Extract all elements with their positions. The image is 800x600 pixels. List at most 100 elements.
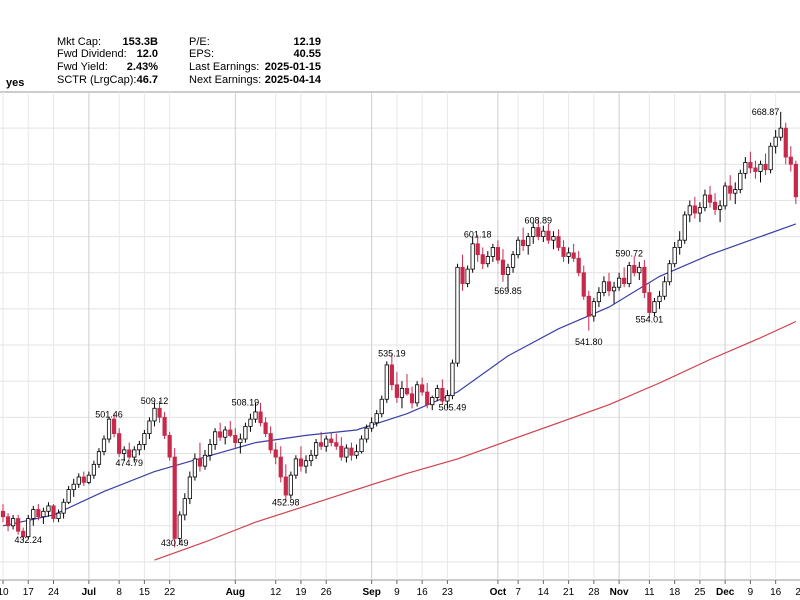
candle-body-down [404, 388, 410, 395]
candle-body-up [591, 301, 596, 317]
candle-body-up [697, 207, 703, 214]
candle-body-up [687, 205, 692, 216]
candle-body-up [308, 454, 314, 462]
candle-body-up [101, 438, 107, 453]
candle-body-up [652, 301, 657, 313]
candle-body-up [177, 514, 182, 539]
candle-body-up [359, 438, 364, 453]
x-tick-label: Aug [226, 587, 245, 598]
candle-body-down [127, 449, 132, 458]
candle-body-up [26, 518, 31, 538]
candle-body-up [445, 395, 450, 402]
candle-body-down [475, 243, 480, 256]
candle-body-down [581, 272, 586, 297]
x-tick-label: 8 [116, 587, 122, 598]
candle-body-up [778, 127, 783, 138]
candle-body-up [627, 265, 632, 284]
candle-body-up [142, 433, 147, 445]
candle-body-up [723, 185, 728, 207]
candle-body-up [718, 205, 723, 210]
candle-body-down [647, 292, 652, 313]
candle-body-down [606, 281, 612, 292]
candle-body-down [329, 438, 334, 444]
stat-label-mkt-cap: Mkt Cap: [57, 36, 102, 48]
candle-body-down [112, 418, 117, 435]
candle-body-up [96, 451, 102, 465]
candle-body-down [692, 205, 697, 214]
candle-body-down [521, 239, 526, 247]
candle-body-down [117, 433, 122, 454]
price-annotation: 554.01 [636, 315, 664, 325]
candles [0, 111, 798, 548]
price-annotation: 505.49 [439, 402, 467, 412]
candle-body-up [253, 411, 258, 420]
candle-body-down [632, 265, 637, 274]
x-tick-label: 7 [515, 587, 521, 598]
moving-average-line-2 [154, 320, 797, 561]
price-annotation: 508.19 [232, 398, 260, 408]
candle-body-up [490, 247, 495, 257]
x-tick-label: 23 [795, 587, 800, 598]
x-tick-label: 11 [644, 587, 655, 598]
candle-body-up [596, 292, 602, 303]
candle-body-up [106, 418, 112, 440]
candle-body-down [622, 277, 627, 284]
candle-body-up [743, 162, 748, 174]
candle-body-down [753, 167, 758, 172]
candle-body-down [278, 456, 283, 478]
price-annotation: 509.12 [141, 396, 169, 406]
candle-body-up [531, 227, 536, 237]
candle-body-down [5, 516, 11, 527]
price-annotation: 569.85 [494, 286, 522, 296]
candle-body-up [566, 252, 571, 257]
candle-body-down [409, 393, 415, 404]
candle-body-up [91, 463, 96, 476]
candle-body-up [364, 427, 369, 440]
candle-body-up [303, 460, 309, 467]
candle-body-up [430, 397, 435, 406]
price-annotation: 608.89 [525, 216, 553, 226]
candle-body-down [167, 435, 172, 458]
candle-body-down [460, 266, 465, 284]
candle-body-up [526, 236, 531, 247]
candle-body-up [768, 145, 773, 171]
candle-body-up [399, 388, 405, 398]
x-tick-label: Jul [82, 587, 97, 598]
candle-body-down [707, 194, 713, 203]
candle-body-up [662, 281, 667, 297]
candle-body-up [41, 510, 46, 518]
candle-body-up [677, 239, 682, 248]
x-tick-label: 14 [538, 587, 550, 598]
candle-body-up [384, 364, 389, 400]
stat-label-fwd-yield: Fwd Yield: [57, 61, 108, 73]
candle-body-up [182, 498, 187, 516]
candle-body-down [81, 476, 86, 483]
stat-value-fwd-dividend: 12.0 [136, 48, 158, 60]
x-tick-label: 10 [0, 587, 9, 598]
candle-body-up [76, 476, 81, 485]
candle-body-up [379, 398, 384, 415]
x-tick-label: 16 [417, 587, 429, 598]
candle-body-down [162, 416, 167, 436]
candle-body-down [389, 364, 394, 386]
candle-body-up [414, 384, 420, 404]
candle-body-down [172, 456, 177, 539]
candle-body-up [738, 172, 743, 190]
candle-body-up [248, 418, 253, 427]
stat-label-next-earnings: Next Earnings: [189, 74, 262, 86]
candle-body-up [510, 254, 516, 268]
candle-body-down [728, 185, 733, 194]
candle-body-up [137, 444, 142, 451]
price-annotation: 501.46 [95, 410, 123, 420]
candle-body-up [541, 230, 546, 237]
candle-body-down [298, 458, 304, 467]
candle-body-up [485, 256, 490, 265]
x-tick-label: 18 [669, 587, 681, 598]
candle-body-up [465, 268, 470, 284]
candle-body-up [56, 512, 61, 519]
candle-body-up [313, 442, 319, 456]
candle-body-down [349, 447, 354, 456]
candle-body-up [470, 243, 475, 270]
x-tick-label: 21 [563, 587, 575, 598]
candle-body-down [258, 411, 263, 424]
